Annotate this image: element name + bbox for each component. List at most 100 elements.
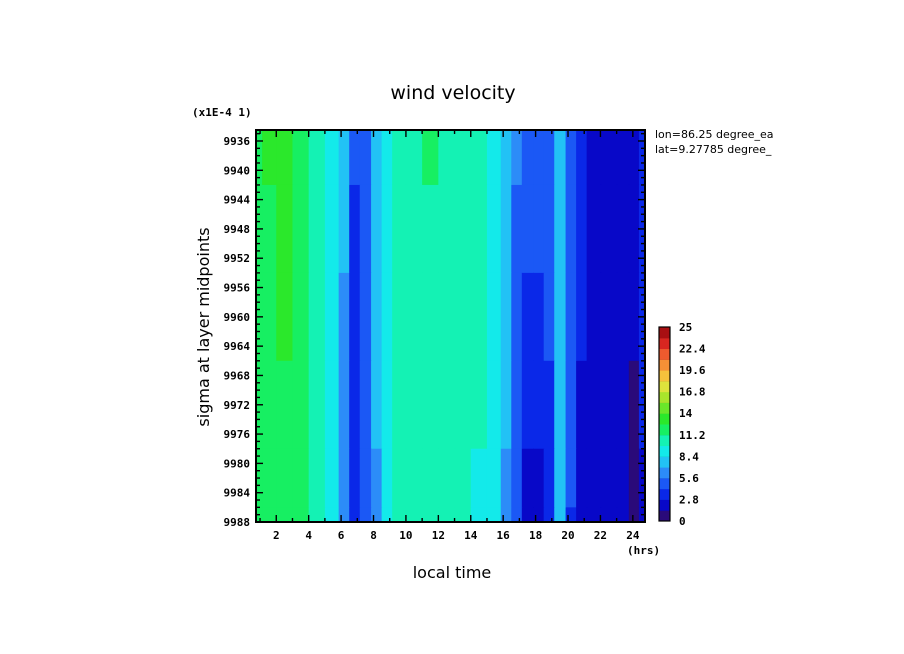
heatmap-cell [405,507,423,522]
heatmap-cell [438,130,456,186]
heatmap-cell [470,507,488,522]
heatmap-cell [349,507,361,522]
colorbar-tick-label: 5.6 [679,472,699,485]
heatmap-cell [543,448,555,508]
y-tick-label: 9964 [224,340,251,353]
heatmap-cell [392,184,407,274]
heatmap-cell [262,184,277,274]
colorbar-tick-label: 16.8 [679,386,706,399]
heatmap-cell [576,184,588,274]
heatmap-cell [533,130,545,186]
y-tick-label: 9944 [224,194,251,207]
heatmap-cell [371,272,383,362]
colorbar-swatch [659,434,670,447]
heatmap-cell [586,507,602,522]
colorbar-tick-label: 8.4 [679,450,699,463]
heatmap-cell [324,507,340,522]
heatmap-cell [438,507,456,522]
colorbar: 25 22.4 19.6 16.8 14 11.2 8.4 5.6 2.8 0 [658,321,706,528]
x-tick-label: 22 [594,529,607,542]
heatmap-cell [292,272,310,362]
heatmap-cell [262,448,277,508]
heatmap-cell [533,360,545,450]
heatmap-cell [438,360,456,450]
heatmap-cell [628,448,640,508]
heatmap-cell [616,130,630,186]
heatmap-cell [616,360,630,450]
heatmap-cell [438,272,456,362]
x-axis-label: local time [413,563,492,582]
colorbar-tick-label: 14 [679,407,693,420]
heatmap-cell [500,272,512,362]
heatmap-cell [338,130,350,186]
colorbar-swatch [659,348,670,360]
y-axis-label: sigma at layer midpoints [194,227,213,426]
plot-frame [255,129,646,523]
heatmap-cell [308,507,326,522]
heatmap-cell [500,184,512,274]
x-tick-label: 18 [529,529,542,542]
colorbar-frame [658,326,671,522]
heatmap-cell [511,272,523,362]
chart-title: wind velocity [390,82,515,104]
heatmap-cell [616,184,630,274]
heatmap-cell [381,130,393,186]
x-tick-label: 6 [338,529,345,542]
heatmap-cell [359,184,372,274]
colorbar-swatch [659,402,670,414]
x-tick-label: 16 [497,529,511,542]
x-tick-label: 8 [370,529,377,542]
heatmap-cell [600,360,618,450]
x-tick-label: 24 [626,529,640,542]
y-tick-label: 9984 [224,487,251,500]
colorbar-swatch [659,488,670,500]
heatmap-cell [576,507,588,522]
heatmap-cell [338,272,350,362]
heatmap-cell [616,507,630,522]
heatmap-cell [554,360,567,450]
heatmap-cell [276,448,294,508]
colorbar-tick-label: 11.2 [679,429,706,442]
colorbar-tick-label: 2.8 [679,493,699,506]
x-tick-label: 12 [432,529,445,542]
heatmap-cell [576,448,588,508]
heatmap-cell [616,448,630,508]
heatmap-cell [470,272,488,362]
heatmap-cell [511,130,523,186]
heatmap-cell [359,272,372,362]
y-tick-label: 9968 [224,369,251,382]
heatmap-cell [554,507,567,522]
heatmap-cell [256,130,263,186]
heatmap-cell [486,448,502,508]
heatmap-cell [565,184,577,274]
heatmap-cell [543,130,555,186]
heatmap-cell [349,360,361,450]
heatmap-cell [262,130,277,186]
colorbar-swatch [659,327,670,339]
colorbar-swatch [659,445,670,457]
heatmap-cell [511,448,523,508]
heatmap-cell [392,448,407,508]
colorbar-tick-label: 0 [679,515,686,528]
x-tick-label: 2 [273,529,280,542]
heatmap-cell [454,448,472,508]
y-tick-label: 9988 [224,516,251,529]
colorbar-swatch [659,337,670,350]
colorbar-tick-label: 22.4 [679,343,706,356]
heatmap-cell [324,130,340,186]
heatmap-cell [381,360,393,450]
heatmap-cell [324,184,340,274]
heatmap-cell [338,184,350,274]
y-tick-label: 9940 [224,164,251,177]
heatmap-cell [521,184,534,274]
heatmap-cell [422,272,439,362]
y-tick-label: 9936 [224,135,251,148]
y-tick-label: 9980 [224,457,251,470]
heatmap-cell [543,507,555,522]
heatmap-cell [576,272,588,362]
heatmap-cell [511,507,523,522]
plot-area [256,130,645,522]
heatmap-cell [638,130,645,186]
heatmap-cell [576,130,588,186]
heatmap-cell [276,360,294,450]
